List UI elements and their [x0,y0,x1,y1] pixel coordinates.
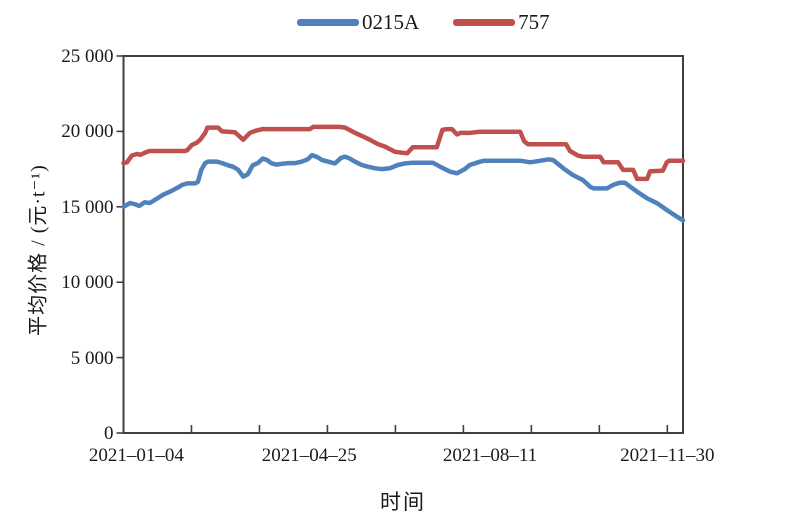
legend-swatch-0215a [297,19,359,26]
y-tick-label: 15 000 [61,196,114,218]
x-tick-label: 2021–08–11 [442,445,538,466]
legend-item-757: 757 [453,12,550,33]
y-tick-label: 25 000 [61,46,114,67]
y-axis-title: 平均价格 / (元·t⁻¹) [27,164,50,336]
legend-swatch-757 [453,19,516,26]
x-tick-label: 2021–04–25 [261,445,357,466]
x-axis-title: 时间 [380,490,426,514]
y-tick-label: 0 [104,423,114,444]
legend: 0215A 757 [297,12,550,33]
y-tick-label: 10 000 [61,272,114,294]
legend-label-0215a: 0215A [362,10,420,34]
series-line-0215a [121,152,686,223]
plot-frame [122,55,684,434]
legend-item-0215a: 0215A [297,12,419,33]
x-tick-label: 2021–11–30 [620,445,715,466]
y-tick-label: 5 000 [70,347,114,369]
y-tick-label: 20 000 [61,121,114,143]
legend-label-757: 757 [518,10,550,34]
series-line-757 [121,124,686,182]
x-tick-label: 2021–01–04 [88,445,184,466]
